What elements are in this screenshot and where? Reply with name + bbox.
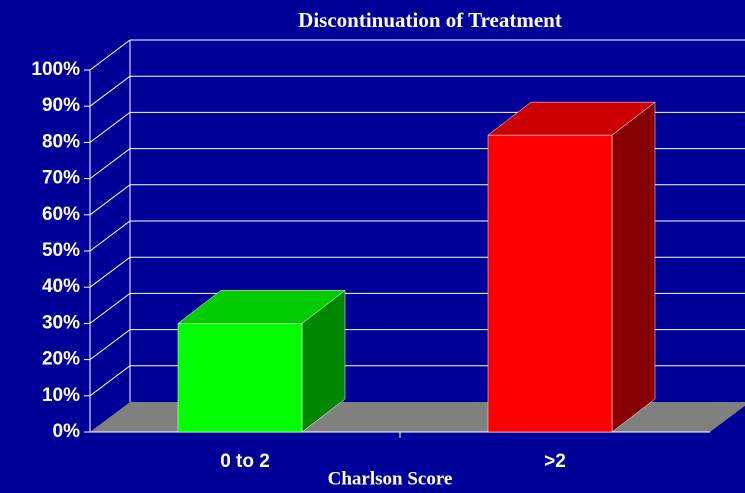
grid-line <box>89 75 131 107</box>
bar <box>177 323 303 433</box>
y-tick-label: 0% <box>53 421 81 442</box>
grid-line <box>89 292 131 324</box>
y-tick-label: 20% <box>42 349 80 370</box>
grid-line <box>89 365 131 397</box>
bar <box>487 134 613 433</box>
y-tick-label: 40% <box>42 276 80 297</box>
grid-line <box>89 148 131 180</box>
y-tick-label: 10% <box>42 385 80 406</box>
grid-line <box>89 39 131 71</box>
x-axis-title: Charlson Score <box>328 468 453 489</box>
y-tick-label: 90% <box>42 95 80 116</box>
grid-line <box>89 256 131 288</box>
y-tick-label: 80% <box>42 131 80 152</box>
y-tick-label: 30% <box>42 312 80 333</box>
x-tick-label: >2 <box>544 451 566 472</box>
grid-line <box>89 220 131 252</box>
y-tick-label: 100% <box>31 59 80 80</box>
grid-line <box>89 112 131 143</box>
y-tick-label: 50% <box>42 240 80 261</box>
x-tick-label: 0 to 2 <box>220 451 270 472</box>
y-tick-label: 60% <box>42 204 80 225</box>
y-tick-label: 70% <box>42 168 80 189</box>
grid-line <box>89 329 131 361</box>
bar-side <box>611 101 656 433</box>
grid-line <box>89 184 131 216</box>
chart-title: Discontinuation of Treatment <box>298 8 562 32</box>
